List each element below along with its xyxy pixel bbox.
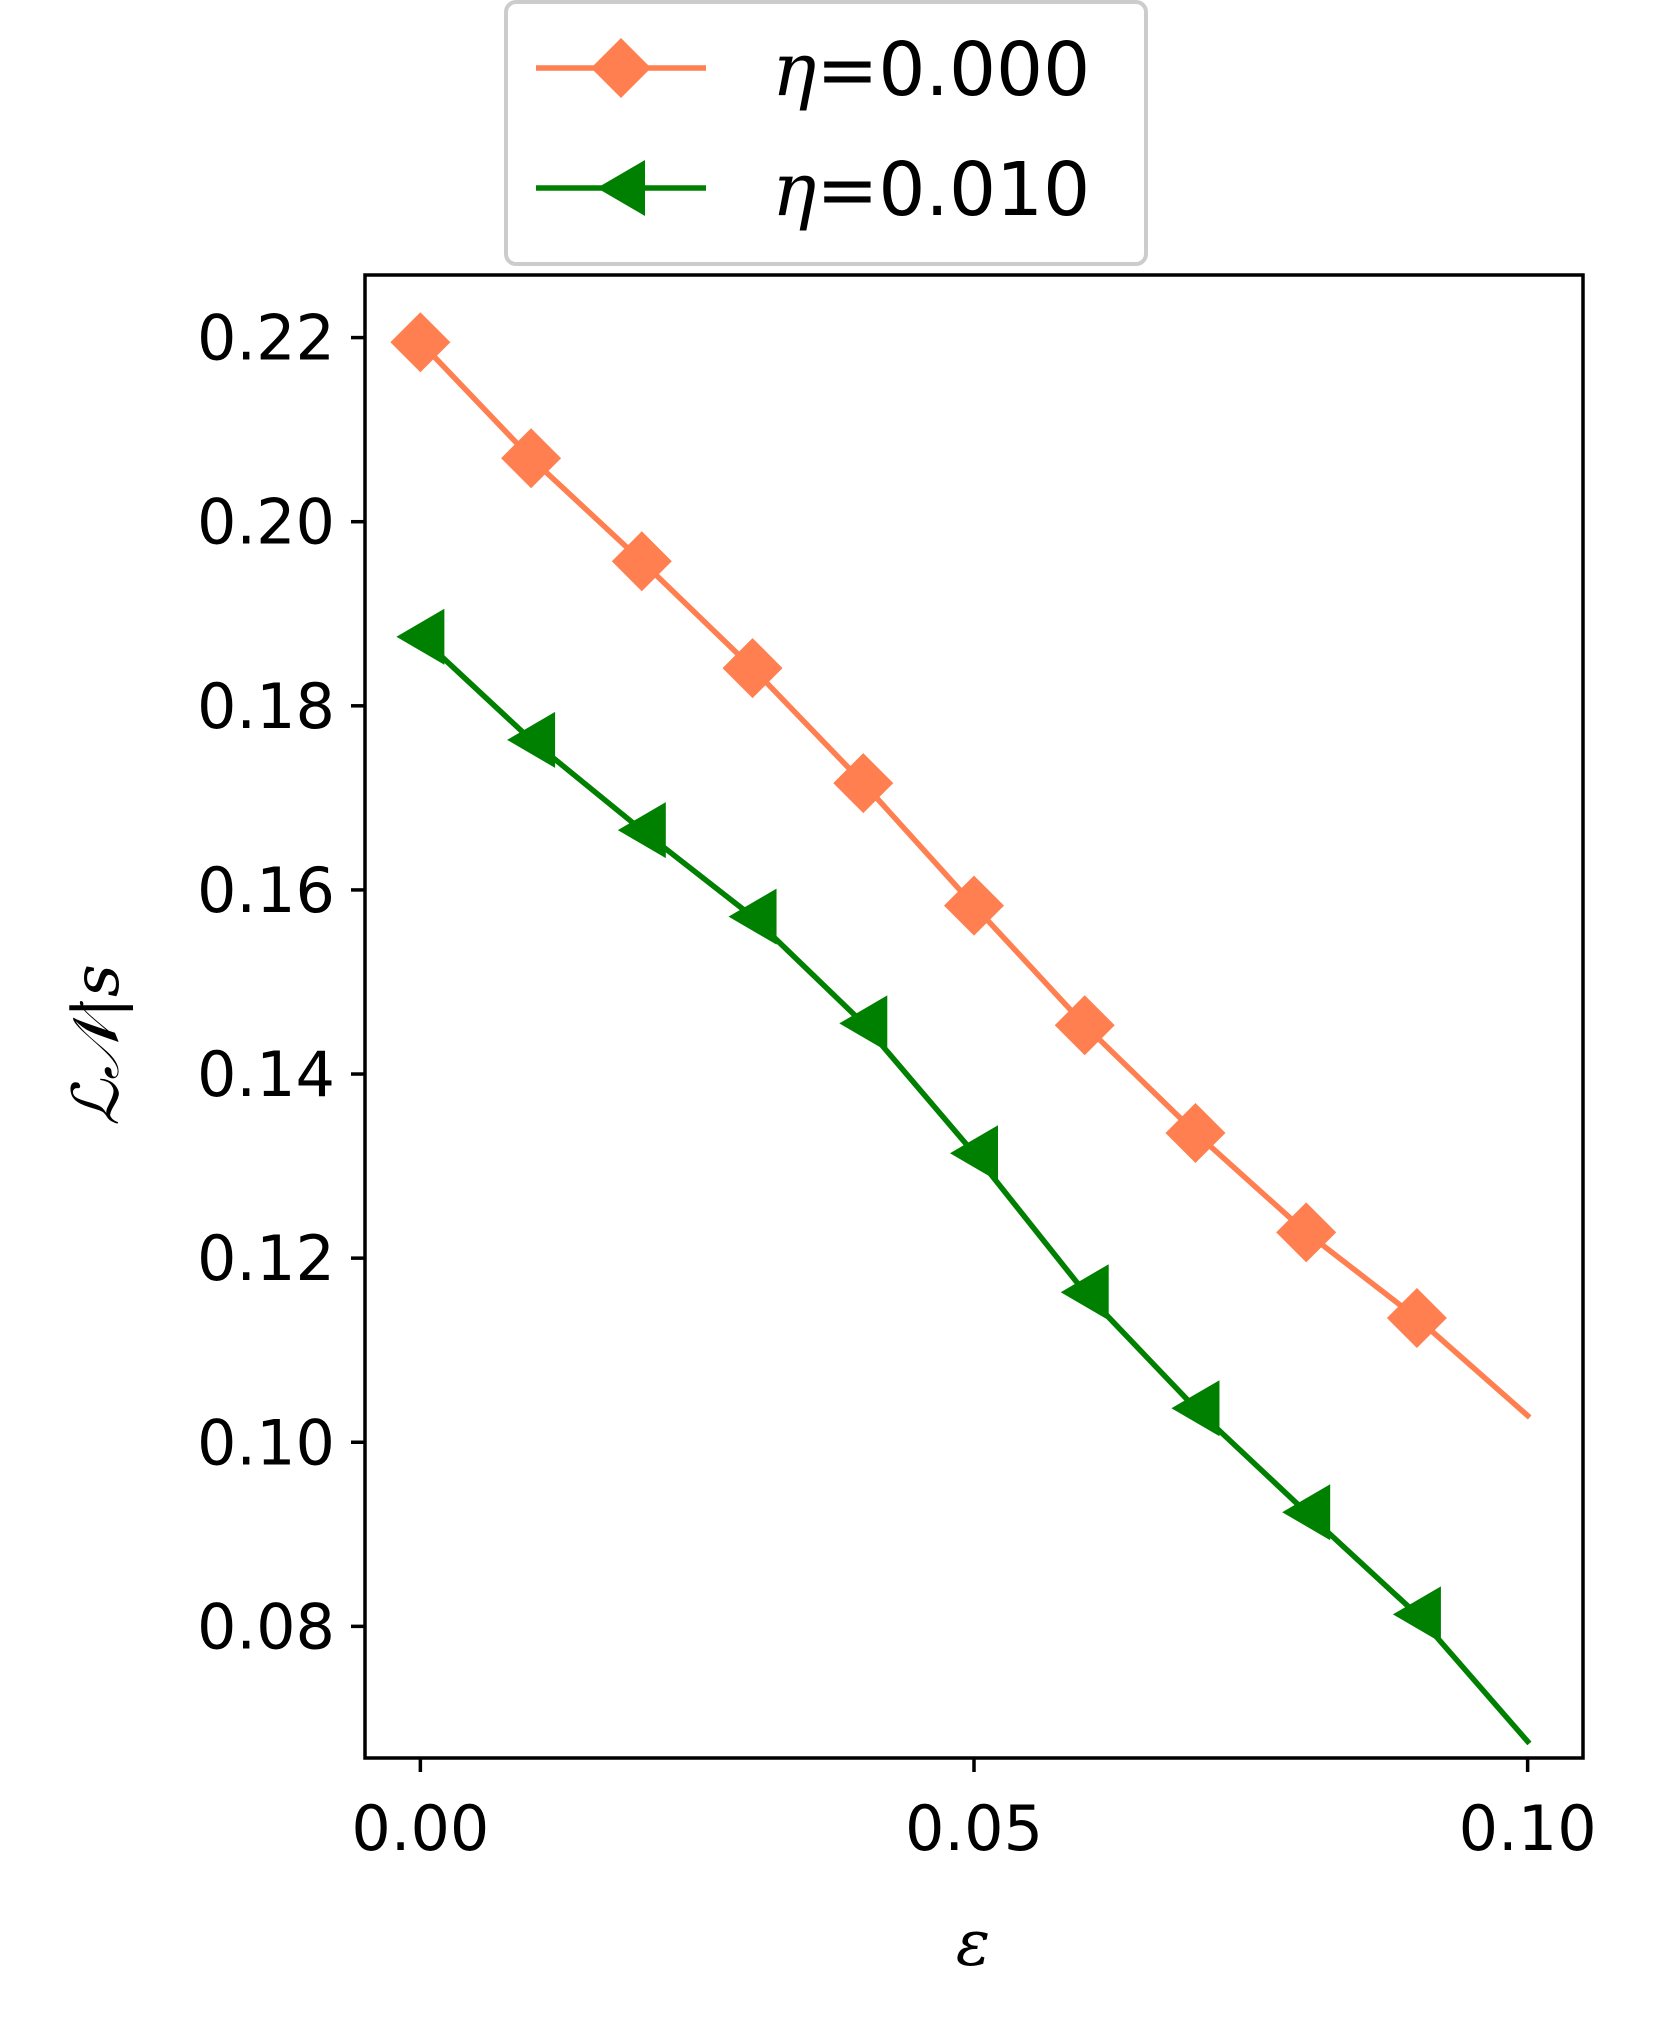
series-2-point (617, 802, 666, 859)
y-tick-label: 0.16 (197, 854, 335, 927)
plot-area (363, 273, 1585, 1760)
y-axis-label: ℒ𝒩|s (60, 964, 134, 1126)
series-2-point (839, 995, 888, 1052)
y-tick-label: 0.18 (197, 670, 335, 743)
series-2-point (1282, 1484, 1331, 1541)
y-tick-label: 0.12 (197, 1222, 335, 1295)
y-tick-label: 0.10 (197, 1406, 335, 1479)
legend-marker-1 (591, 38, 651, 98)
series-2-point (507, 711, 556, 768)
series-1-point (501, 428, 562, 489)
x-axis: 0.00 0.05 0.10 (351, 1758, 1597, 1865)
series-1-point (1054, 995, 1115, 1056)
x-tick-label: 0.10 (1459, 1792, 1597, 1865)
y-tick-label: 0.08 (197, 1590, 335, 1663)
series-2-point (1171, 1380, 1220, 1437)
series-1-point (1386, 1287, 1447, 1348)
series-1-point (611, 531, 672, 592)
series-1-point (1165, 1102, 1226, 1163)
y-tick-label: 0.14 (197, 1038, 335, 1111)
x-tick-label: 0.00 (351, 1792, 489, 1865)
y-tick-label: 0.22 (197, 302, 335, 375)
series-1-point (722, 638, 783, 699)
series-2-point (1060, 1264, 1109, 1321)
series-1-point (1276, 1202, 1337, 1263)
x-axis-label: ε (956, 1907, 990, 1981)
y-tick-label: 0.20 (197, 486, 335, 559)
series-1-point (390, 312, 451, 373)
series-1-point (833, 753, 894, 814)
legend-marker-2 (597, 160, 645, 216)
x-tick-label: 0.05 (905, 1792, 1043, 1865)
y-axis: 0.08 0.10 0.12 0.14 0.16 0.18 0.20 0.22 (197, 302, 365, 1663)
plot-frame (363, 273, 1585, 1760)
series-2-line (416, 632, 1532, 1746)
series-2-point (950, 1125, 998, 1182)
series-1-point (944, 875, 1004, 936)
legend: η=0.000 η=0.010 (504, 0, 1148, 266)
series-2-point (1392, 1586, 1441, 1643)
legend-label-2: η=0.010 (772, 147, 1090, 233)
series-2-point (396, 608, 445, 665)
legend-label-1: η=0.000 (772, 27, 1090, 113)
series-2-point (728, 888, 777, 945)
